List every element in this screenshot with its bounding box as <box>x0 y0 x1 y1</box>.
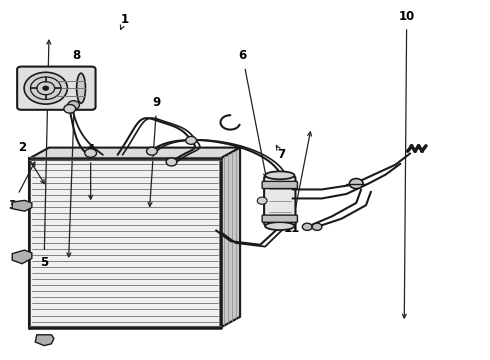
Text: 6: 6 <box>239 49 268 178</box>
Circle shape <box>64 104 75 113</box>
Polygon shape <box>220 148 240 328</box>
Text: 2: 2 <box>18 141 45 184</box>
Text: 4: 4 <box>87 143 95 199</box>
Circle shape <box>24 72 68 104</box>
FancyBboxPatch shape <box>262 215 297 222</box>
Ellipse shape <box>265 222 294 230</box>
Circle shape <box>186 136 196 144</box>
Circle shape <box>302 223 312 230</box>
Ellipse shape <box>76 73 85 103</box>
Polygon shape <box>29 148 240 158</box>
Text: 11: 11 <box>283 132 312 235</box>
Text: 8: 8 <box>67 49 80 257</box>
Ellipse shape <box>265 171 294 179</box>
Circle shape <box>68 101 79 109</box>
Text: 10: 10 <box>398 10 415 318</box>
Polygon shape <box>12 201 32 211</box>
Circle shape <box>312 223 322 230</box>
Text: 9: 9 <box>148 96 161 206</box>
FancyBboxPatch shape <box>17 67 96 110</box>
Polygon shape <box>12 250 32 264</box>
Text: 7: 7 <box>276 145 286 161</box>
Text: 5: 5 <box>40 40 51 269</box>
Circle shape <box>147 147 157 155</box>
FancyBboxPatch shape <box>264 176 295 225</box>
Text: 3: 3 <box>8 162 35 212</box>
Circle shape <box>257 197 267 204</box>
Circle shape <box>166 158 177 166</box>
Circle shape <box>43 86 49 90</box>
Text: 1: 1 <box>121 13 129 30</box>
Polygon shape <box>35 335 54 346</box>
Circle shape <box>349 179 363 189</box>
Polygon shape <box>29 158 220 328</box>
Circle shape <box>85 149 97 157</box>
FancyBboxPatch shape <box>262 181 297 189</box>
